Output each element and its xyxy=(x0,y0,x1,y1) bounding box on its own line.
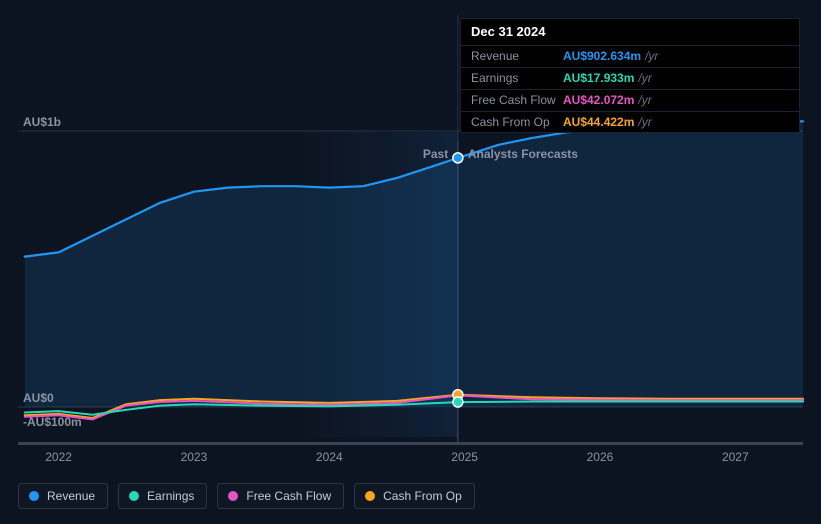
tooltip-metric-value: AU$44.422m xyxy=(563,114,634,131)
tooltip-metric-unit: /yr xyxy=(645,48,658,65)
y-axis-label: -AU$100m xyxy=(23,415,82,429)
x-axis-tick: 2022 xyxy=(45,450,72,464)
tooltip-metric-label: Cash From Op xyxy=(471,114,563,131)
x-axis-tick: 2026 xyxy=(587,450,614,464)
past-section-label: Past xyxy=(423,147,448,161)
legend-label: Cash From Op xyxy=(383,489,462,503)
y-axis-label: AU$0 xyxy=(23,391,54,405)
tooltip-metric-label: Revenue xyxy=(471,48,563,65)
tooltip-metric-unit: /yr xyxy=(638,92,651,109)
legend-item-earnings[interactable]: Earnings xyxy=(118,483,207,509)
tooltip-metric-unit: /yr xyxy=(638,70,651,87)
tooltip-metric-unit: /yr xyxy=(638,114,651,131)
x-axis-tick: 2025 xyxy=(451,450,478,464)
x-axis-tick: 2027 xyxy=(722,450,749,464)
legend-dot-icon xyxy=(228,491,238,501)
tooltip-metric-value: AU$902.634m xyxy=(563,48,641,65)
legend-label: Free Cash Flow xyxy=(246,489,331,503)
legend-dot-icon xyxy=(365,491,375,501)
tooltip-metric-label: Earnings xyxy=(471,70,563,87)
tooltip-metric-label: Free Cash Flow xyxy=(471,92,563,109)
legend-item-cash-from-op[interactable]: Cash From Op xyxy=(354,483,475,509)
chart-legend: Revenue Earnings Free Cash Flow Cash From O… xyxy=(18,483,475,509)
tooltip-row: RevenueAU$902.634m/yr xyxy=(461,45,799,67)
x-axis-tick: 2023 xyxy=(181,450,208,464)
tooltip-date: Dec 31 2024 xyxy=(461,19,799,45)
legend-label: Revenue xyxy=(47,489,95,503)
y-axis-label: AU$1b xyxy=(23,115,61,129)
tooltip-row: Free Cash FlowAU$42.072m/yr xyxy=(461,89,799,111)
tooltip-row: Cash From OpAU$44.422m/yr xyxy=(461,111,799,133)
tooltip-metric-value: AU$42.072m xyxy=(563,92,634,109)
tooltip-row: EarningsAU$17.933m/yr xyxy=(461,67,799,89)
tooltip-metric-value: AU$17.933m xyxy=(563,70,634,87)
forecast-section-label: Analysts Forecasts xyxy=(468,147,578,161)
legend-dot-icon xyxy=(129,491,139,501)
legend-label: Earnings xyxy=(147,489,194,503)
x-axis-tick: 2024 xyxy=(316,450,343,464)
legend-item-free-cash-flow[interactable]: Free Cash Flow xyxy=(217,483,344,509)
financial-forecast-chart: AU$0 AU$1b -AU$100m Past Analysts Forecast… xyxy=(0,0,821,524)
hover-tooltip: Dec 31 2024 RevenueAU$902.634m/yrEarning… xyxy=(460,18,800,133)
legend-dot-icon xyxy=(29,491,39,501)
legend-item-revenue[interactable]: Revenue xyxy=(18,483,108,509)
